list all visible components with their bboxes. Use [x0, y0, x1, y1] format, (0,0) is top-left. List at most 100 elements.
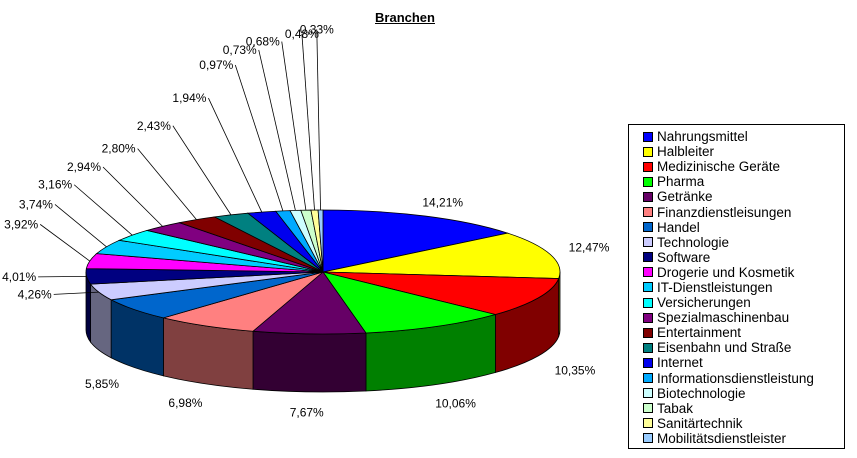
legend-label: Entertainment — [657, 325, 742, 341]
legend-item: IT-Dienstleistungen — [643, 280, 844, 295]
pie-sides — [85, 271, 561, 393]
legend-label: Informationsdienstleistung — [657, 370, 814, 386]
legend-swatch — [643, 327, 653, 338]
legend-label: Spezialmaschinenbau — [657, 310, 790, 326]
data-label: 7,67% — [290, 405, 324, 419]
data-label: 1,94% — [172, 91, 206, 105]
legend-label: Technologie — [657, 234, 730, 250]
legend-swatch — [643, 207, 653, 218]
data-label: 3,92% — [4, 217, 38, 231]
pie-slice-pharma — [322, 271, 497, 334]
leader-line — [281, 41, 307, 211]
pie-slice-nahrungsmittel — [322, 209, 510, 273]
data-label: 10,06% — [435, 397, 476, 411]
legend-item: Handel — [643, 220, 844, 235]
legend-item: Mobilitätsdienstleister — [643, 431, 844, 446]
legend-item: Biotechnologie — [643, 386, 844, 401]
data-label: 0,68% — [246, 35, 280, 49]
legend-item: Drogerie und Kosmetik — [643, 265, 844, 280]
legend-swatch — [643, 237, 653, 248]
legend-item: Entertainment — [643, 325, 844, 340]
legend-swatch — [643, 191, 653, 202]
data-label: 2,80% — [102, 142, 136, 156]
data-label: 0,97% — [199, 58, 233, 72]
legend-label: Handel — [657, 219, 700, 235]
legend-label: Nahrungsmittel — [657, 129, 748, 145]
legend-swatch — [643, 282, 653, 293]
legend-label: Medizinische Geräte — [657, 159, 781, 175]
legend-swatch — [643, 403, 653, 414]
legend-swatch — [643, 342, 653, 353]
leader-line — [234, 64, 284, 212]
legend-swatch — [643, 433, 653, 444]
legend-swatch — [643, 267, 653, 278]
legend-item: Getränke — [643, 189, 844, 204]
legend-swatch — [643, 312, 653, 323]
data-label: 0,48% — [285, 27, 319, 41]
pie-labels: 14,21% 12,47% 10,35% 10,06% 7,67% 6,98% 5,85% 4… — [2, 23, 610, 420]
leader-line — [301, 33, 315, 211]
legend-item: Informationsdienstleistung — [643, 371, 844, 386]
legend-label: Pharma — [657, 174, 705, 190]
legend-item: Halbleiter — [643, 144, 844, 159]
data-label: 0,73% — [223, 43, 257, 57]
legend-label: IT-Dienstleistungen — [657, 279, 773, 295]
leader-line — [137, 148, 197, 220]
chart-legend: Nahrungsmittel Halbleiter Medizinische Ger… — [628, 124, 845, 449]
legend-swatch — [643, 222, 653, 233]
legend-label: Tabak — [657, 400, 694, 416]
pie-slice-halbleiter — [322, 232, 561, 279]
legend-swatch — [643, 418, 653, 429]
legend-label: Biotechnologie — [657, 385, 746, 401]
data-label: 4,26% — [18, 287, 52, 301]
data-label: 14,21% — [422, 196, 463, 210]
legend-swatch — [643, 388, 653, 399]
legend-item: Versicherungen — [643, 295, 844, 310]
leader-line — [172, 125, 232, 216]
legend-item: Finanzdienstleisungen — [643, 204, 844, 220]
legend-label: Halbleiter — [657, 144, 715, 160]
legend-swatch — [643, 176, 653, 187]
data-label: 0,33% — [300, 23, 334, 37]
legend-label: Sanitärtechnik — [657, 415, 743, 431]
legend-label: Versicherungen — [657, 295, 751, 311]
leader-line — [39, 224, 90, 262]
leader-line — [53, 291, 99, 295]
legend-item: Sanitärtechnik — [643, 416, 844, 431]
legend-item: Spezialmaschinenbau — [643, 310, 844, 325]
legend-label: Eisenbahn und Straße — [657, 340, 792, 356]
pie-slice-getr-nke — [252, 271, 367, 335]
chart-title: Branchen — [375, 10, 435, 25]
leader-line — [208, 97, 263, 213]
legend-item: Software — [643, 250, 844, 265]
legend-label: Getränke — [657, 189, 713, 205]
legend-label: Finanzdienstleisungen — [657, 204, 792, 220]
legend-item: Tabak — [643, 401, 844, 416]
pie-slice-medizinische-ger-te — [322, 271, 560, 315]
data-label: 3,74% — [19, 197, 53, 211]
data-label: 6,98% — [168, 396, 202, 410]
legend-label: Mobilitätsdienstleister — [657, 430, 787, 446]
leader-line — [54, 204, 107, 248]
data-label: 10,35% — [555, 363, 596, 377]
legend-swatch — [643, 161, 653, 172]
legend-swatch — [643, 373, 653, 384]
data-label: 12,47% — [569, 241, 610, 255]
pie-slice-finanzdienstleisungen — [161, 271, 324, 332]
legend-item: Medizinische Geräte — [643, 159, 844, 174]
legend-label: Drogerie und Kosmetik — [657, 264, 795, 280]
legend-swatch — [643, 297, 653, 308]
legend-item: Eisenbahn und Straße — [643, 340, 844, 355]
data-label: 3,16% — [38, 178, 72, 192]
legend-item: Pharma — [643, 174, 844, 189]
legend-item: Nahrungsmittel — [643, 129, 844, 144]
leader-line — [38, 275, 87, 278]
data-label: 5,85% — [85, 377, 119, 391]
legend-label: Software — [657, 249, 711, 265]
legend-swatch — [643, 146, 653, 157]
leader-line — [102, 166, 163, 227]
leader-line — [73, 184, 133, 236]
legend-item: Internet — [643, 355, 844, 370]
data-label: 2,43% — [137, 119, 171, 133]
